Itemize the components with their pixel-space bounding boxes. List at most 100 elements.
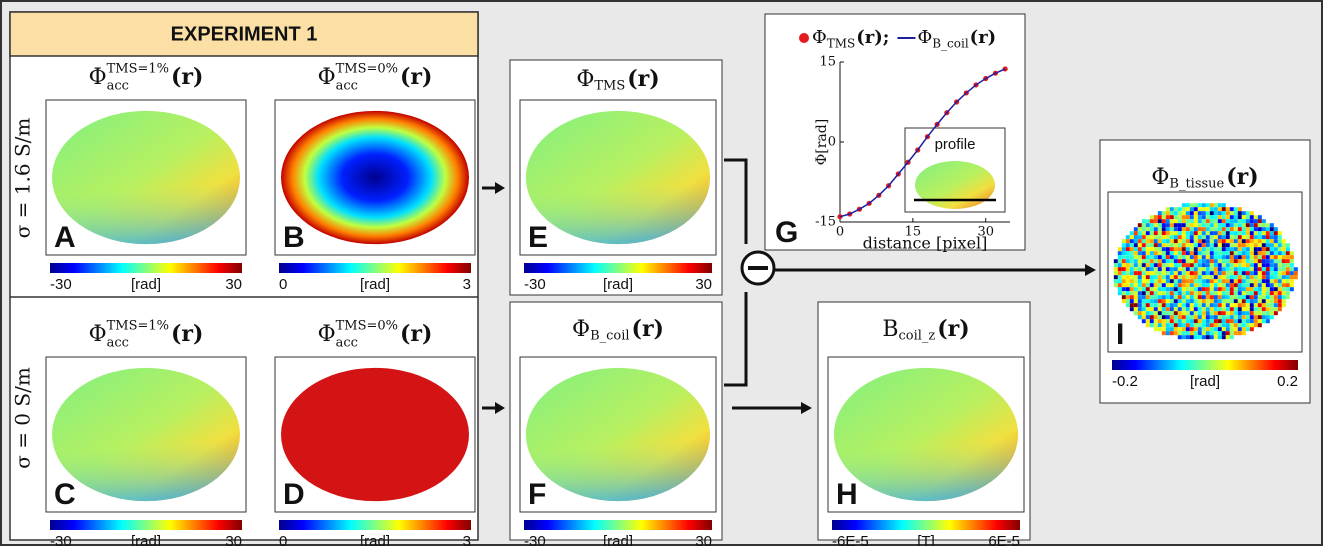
noise-pixel	[1254, 227, 1258, 231]
noise-pixel	[1194, 207, 1198, 211]
title-arg: (r)	[627, 66, 659, 92]
noise-pixel	[1150, 247, 1154, 251]
noise-pixel	[1274, 255, 1278, 259]
noise-pixel	[1118, 255, 1122, 259]
noise-pixel	[1290, 287, 1294, 291]
panel-letter: I	[1116, 318, 1124, 351]
noise-pixel	[1162, 287, 1166, 291]
noise-pixel	[1254, 215, 1258, 219]
noise-pixel	[1162, 319, 1166, 323]
noise-pixel	[1186, 235, 1190, 239]
noise-pixel	[1218, 295, 1222, 299]
noise-pixel	[1258, 283, 1262, 287]
noise-pixel	[1246, 315, 1250, 319]
noise-pixel	[1246, 291, 1250, 295]
noise-pixel	[1138, 251, 1142, 255]
noise-pixel	[1258, 279, 1262, 283]
colorbar	[1112, 360, 1298, 370]
noise-pixel	[1198, 259, 1202, 263]
noise-pixel	[1130, 243, 1134, 247]
noise-pixel	[1166, 287, 1170, 291]
noise-pixel	[1162, 279, 1166, 283]
noise-pixel	[1226, 267, 1230, 271]
noise-pixel	[1282, 255, 1286, 259]
noise-pixel	[1166, 319, 1170, 323]
noise-pixel	[1266, 235, 1270, 239]
noise-pixel	[1210, 255, 1214, 259]
noise-pixel	[1242, 263, 1246, 267]
noise-pixel	[1190, 315, 1194, 319]
noise-pixel	[1134, 275, 1138, 279]
noise-pixel	[1266, 259, 1270, 263]
noise-pixel	[1206, 291, 1210, 295]
noise-pixel	[1246, 219, 1250, 223]
noise-pixel	[1226, 239, 1230, 243]
noise-pixel	[1190, 247, 1194, 251]
colorbar	[279, 520, 471, 530]
noise-pixel	[1146, 219, 1150, 223]
noise-pixel	[1126, 259, 1130, 263]
noise-pixel	[1162, 235, 1166, 239]
noise-pixel	[1254, 255, 1258, 259]
noise-pixel	[1134, 243, 1138, 247]
noise-pixel	[1234, 243, 1238, 247]
noise-pixel	[1122, 267, 1126, 271]
noise-pixel	[1270, 247, 1274, 251]
noise-pixel	[1174, 311, 1178, 315]
noise-pixel	[1170, 303, 1174, 307]
noise-pixel	[1242, 327, 1246, 331]
noise-pixel	[1218, 207, 1222, 211]
noise-pixel	[1150, 235, 1154, 239]
noise-pixel	[1226, 331, 1230, 335]
noise-pixel	[1222, 275, 1226, 279]
noise-pixel	[1266, 247, 1270, 251]
noise-pixel	[1286, 275, 1290, 279]
noise-pixel	[1246, 251, 1250, 255]
noise-pixel	[1130, 247, 1134, 251]
noise-pixel	[1222, 323, 1226, 327]
noise-pixel	[1186, 215, 1190, 219]
noise-pixel	[1178, 315, 1182, 319]
noise-pixel	[1166, 219, 1170, 223]
noise-pixel	[1254, 243, 1258, 247]
noise-pixel	[1218, 243, 1222, 247]
noise-pixel	[1182, 283, 1186, 287]
noise-pixel	[1218, 211, 1222, 215]
noise-pixel	[1142, 271, 1146, 275]
noise-pixel	[1198, 203, 1202, 207]
noise-pixel	[1266, 311, 1270, 315]
colorbar-min: -30	[524, 276, 546, 293]
noise-pixel	[1266, 243, 1270, 247]
noise-pixel	[1242, 275, 1246, 279]
noise-pixel	[1274, 295, 1278, 299]
noise-pixel	[1234, 231, 1238, 235]
noise-pixel	[1222, 283, 1226, 287]
noise-pixel	[1270, 235, 1274, 239]
noise-pixel	[1174, 243, 1178, 247]
noise-pixel	[1282, 239, 1286, 243]
noise-pixel	[1246, 307, 1250, 311]
noise-pixel	[1170, 311, 1174, 315]
noise-pixel	[1246, 303, 1250, 307]
noise-pixel	[1214, 287, 1218, 291]
noise-pixel	[1258, 275, 1262, 279]
noise-pixel	[1274, 243, 1278, 247]
noise-pixel	[1262, 263, 1266, 267]
noise-pixel	[1254, 307, 1258, 311]
noise-pixel	[1254, 315, 1258, 319]
noise-pixel	[1162, 311, 1166, 315]
noise-pixel	[1206, 231, 1210, 235]
noise-pixel	[1166, 215, 1170, 219]
noise-pixel	[1142, 311, 1146, 315]
noise-pixel	[1234, 219, 1238, 223]
noise-pixel	[1158, 323, 1162, 327]
noise-pixel	[1242, 299, 1246, 303]
noise-pixel	[1182, 255, 1186, 259]
noise-pixel	[1194, 327, 1198, 331]
noise-pixel	[1258, 287, 1262, 291]
noise-pixel	[1274, 291, 1278, 295]
noise-pixel	[1222, 219, 1226, 223]
noise-pixel	[1178, 283, 1182, 287]
noise-pixel	[1270, 311, 1274, 315]
noise-pixel	[1166, 231, 1170, 235]
